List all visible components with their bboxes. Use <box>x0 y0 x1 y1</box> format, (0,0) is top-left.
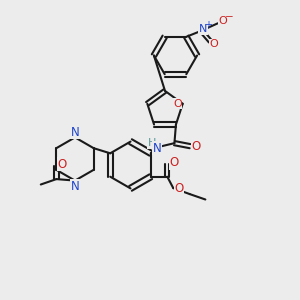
Text: O: O <box>58 158 67 171</box>
Text: −: − <box>225 12 234 22</box>
Text: O: O <box>173 99 182 109</box>
Text: O: O <box>175 182 184 195</box>
Text: O: O <box>219 16 228 26</box>
Text: O: O <box>169 156 178 169</box>
Text: +: + <box>204 20 212 30</box>
Text: H: H <box>148 138 156 148</box>
Text: N: N <box>70 179 80 193</box>
Text: N: N <box>199 24 207 34</box>
Text: O: O <box>209 39 218 49</box>
Text: O: O <box>191 140 201 153</box>
Text: N: N <box>153 142 162 155</box>
Text: N: N <box>70 125 80 139</box>
